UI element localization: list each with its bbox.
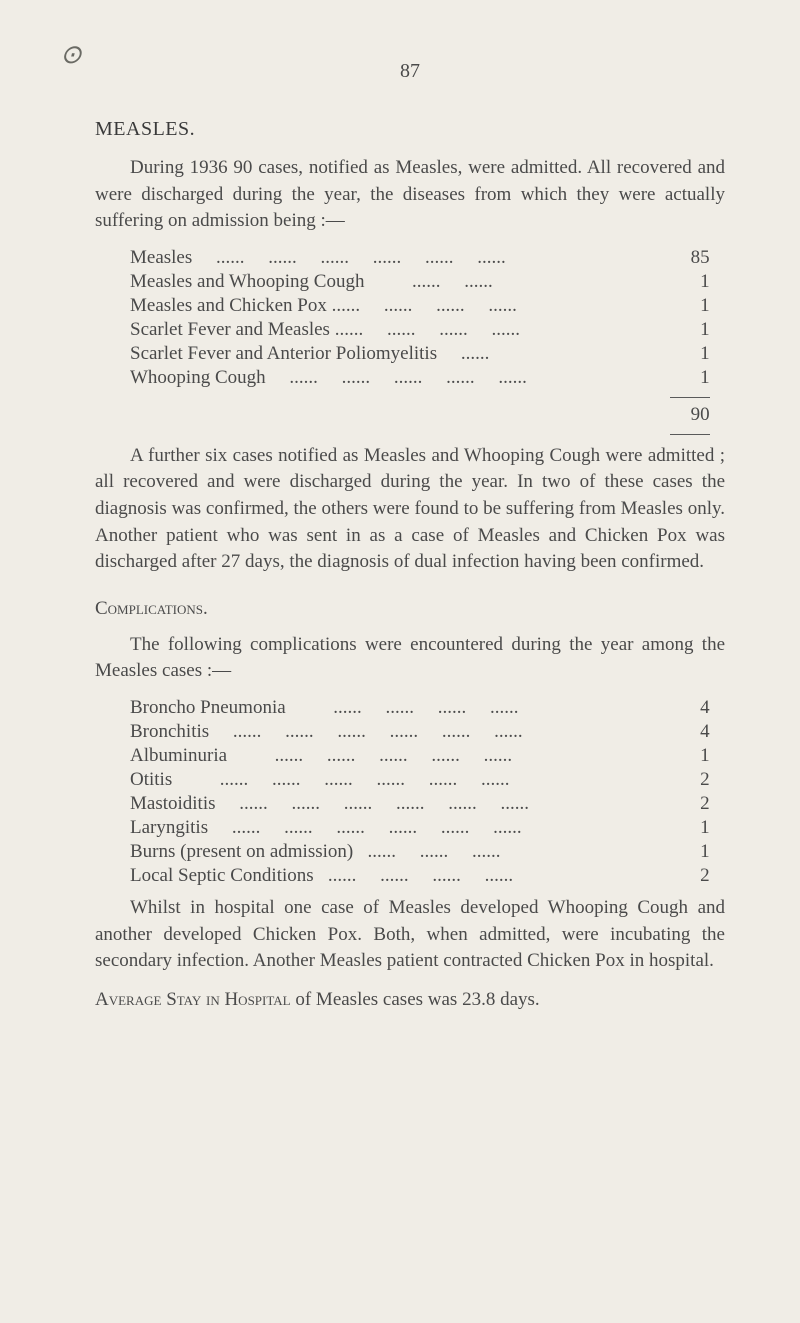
row-label: Whooping Cough ...... ...... ...... ....…	[130, 367, 660, 389]
table-row: Scarlet Fever and Anterior Poliomyelitis…	[130, 343, 710, 365]
row-label: Albuminuria ...... ...... ...... ...... …	[130, 745, 660, 767]
table-row: Measles ...... ...... ...... ...... ....…	[130, 247, 710, 269]
table-row: Mastoiditis ...... ...... ...... ...... …	[130, 793, 710, 815]
row-value: 1	[660, 319, 710, 341]
complications-table: Broncho Pneumonia ...... ...... ...... .…	[130, 697, 760, 887]
intro-paragraph-2: The following complications were encount…	[95, 632, 725, 685]
page-number: 87	[95, 60, 725, 83]
row-label: Scarlet Fever and Measles ...... ...... …	[130, 319, 660, 341]
row-value: 1	[660, 745, 710, 767]
row-label: Measles ...... ...... ...... ...... ....…	[130, 247, 660, 269]
row-label: Measles and Whooping Cough ...... ......	[130, 271, 660, 293]
row-label: Measles and Chicken Pox ...... ...... ..…	[130, 295, 660, 317]
table-row: Otitis ...... ...... ...... ...... .....…	[130, 769, 710, 791]
row-label: Bronchitis ...... ...... ...... ...... .…	[130, 721, 660, 743]
table-row: Broncho Pneumonia ...... ...... ...... .…	[130, 697, 710, 719]
table-row: Albuminuria ...... ...... ...... ...... …	[130, 745, 710, 767]
row-value: 1	[660, 343, 710, 365]
footer-prefix: Average Stay in Hospital	[95, 989, 291, 1010]
average-stay-line: Average Stay in Hospital of Measles case…	[95, 987, 725, 1014]
row-value: 1	[660, 295, 710, 317]
footer-suffix: of Measles cases was 23.8 days.	[291, 989, 540, 1010]
row-label: Otitis ...... ...... ...... ...... .....…	[130, 769, 660, 791]
row-label: Local Septic Conditions ...... ...... ..…	[130, 865, 660, 887]
table-row: Burns (present on admission) ...... ....…	[130, 841, 710, 863]
row-value: 85	[660, 247, 710, 269]
section-title-measles: MEASLES.	[95, 118, 725, 141]
row-value: 1	[660, 271, 710, 293]
table-row: Bronchitis ...... ...... ...... ...... .…	[130, 721, 710, 743]
row-label: Mastoiditis ...... ...... ...... ...... …	[130, 793, 660, 815]
table-row: Laryngitis ...... ...... ...... ...... .…	[130, 817, 710, 839]
table-row: Local Septic Conditions ...... ...... ..…	[130, 865, 710, 887]
row-value: 4	[660, 697, 710, 719]
subsection-title-complications: Complications.	[95, 598, 725, 620]
table-row: Whooping Cough ...... ...... ...... ....…	[130, 367, 710, 389]
total-rule-top	[670, 397, 710, 398]
row-value: 4	[660, 721, 710, 743]
page-logo: ⊙	[60, 40, 82, 70]
measles-table: Measles ...... ...... ...... ...... ....…	[130, 247, 760, 435]
row-value: 1	[660, 367, 710, 389]
row-value: 2	[660, 769, 710, 791]
row-value: 1	[660, 841, 710, 863]
total-rule-bottom	[670, 434, 710, 435]
table-row: Measles and Whooping Cough ...... ......…	[130, 271, 710, 293]
total-row: 90	[130, 404, 710, 426]
row-label: Scarlet Fever and Anterior Poliomyelitis…	[130, 343, 660, 365]
row-value: 1	[660, 817, 710, 839]
row-label: Broncho Pneumonia ...... ...... ...... .…	[130, 697, 660, 719]
row-value: 2	[660, 865, 710, 887]
intro-paragraph-1: During 1936 90 cases, notified as Measle…	[95, 155, 725, 235]
row-label: Laryngitis ...... ...... ...... ...... .…	[130, 817, 660, 839]
row-label: Burns (present on admission) ...... ....…	[130, 841, 660, 863]
table-row: Measles and Chicken Pox ...... ...... ..…	[130, 295, 710, 317]
table-row: Scarlet Fever and Measles ...... ...... …	[130, 319, 710, 341]
followup-paragraph-1: A further six cases notified as Measles …	[95, 443, 725, 576]
total-value: 90	[660, 404, 710, 426]
row-value: 2	[660, 793, 710, 815]
followup-paragraph-2: Whilst in hospital one case of Measles d…	[95, 895, 725, 975]
